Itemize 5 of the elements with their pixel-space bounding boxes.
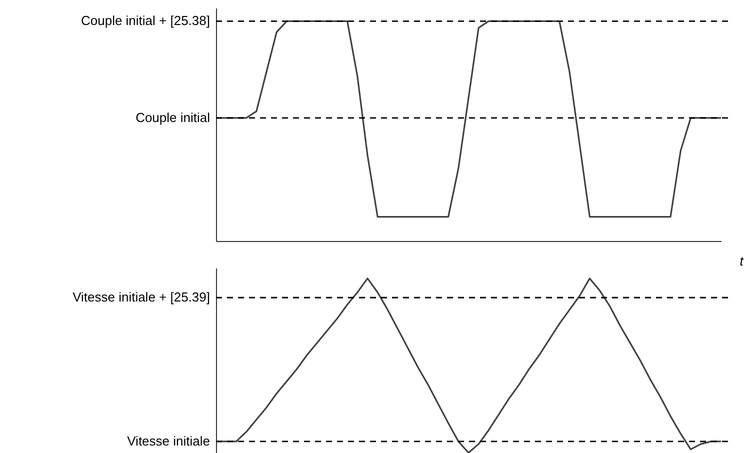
ref-line-label: Couple initial (136, 110, 210, 125)
ref-line-label: Vitesse initiale (127, 433, 210, 448)
ref-line-label: Couple initial + [25.38] (80, 13, 210, 28)
x-axis-title: t (740, 254, 745, 268)
ref-line-label: Vitesse initiale + [25.39] (72, 290, 210, 305)
